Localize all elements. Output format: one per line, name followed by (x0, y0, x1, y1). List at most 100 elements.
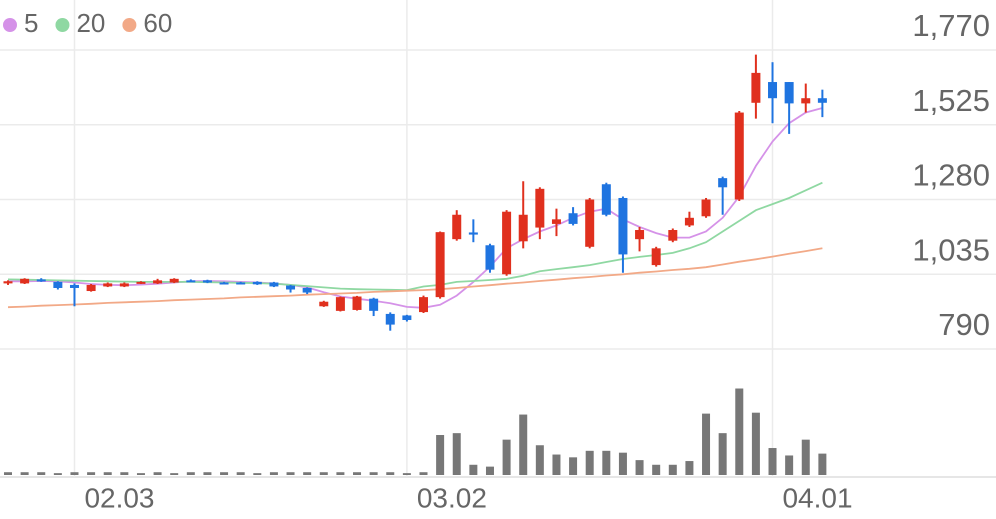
candle-body (219, 282, 229, 285)
legend-dot (3, 18, 17, 32)
candle-body (335, 297, 345, 311)
volume-bar (319, 472, 328, 475)
candle-body (202, 280, 212, 283)
volume-bar (702, 413, 711, 475)
candle-body (568, 213, 578, 224)
candle-body (651, 248, 661, 266)
candle-body (801, 98, 811, 104)
volume-bar (436, 435, 445, 475)
legend-label: 5 (24, 8, 38, 38)
volume-bar (485, 466, 494, 475)
candle-body (635, 230, 645, 240)
volume-bar (286, 472, 295, 475)
volume-bar (269, 472, 278, 475)
candle-body (668, 230, 678, 241)
volume-bar (751, 412, 760, 475)
candle-body (319, 301, 329, 307)
volume-bar (469, 464, 478, 475)
candle-body (718, 178, 728, 188)
candle-body (3, 281, 13, 284)
candle-body (419, 297, 428, 313)
candle-body (352, 296, 362, 310)
volume-bar (818, 453, 827, 475)
candle-body (618, 197, 628, 255)
volume-bar (120, 472, 129, 475)
y-tick-label: 1,770 (912, 8, 990, 43)
volume-bar (668, 464, 677, 475)
volume-bar (353, 472, 362, 475)
candle-body (502, 211, 512, 275)
volume-bar (103, 472, 112, 475)
volume-bar (203, 472, 212, 475)
candle-body (186, 280, 196, 283)
volume-bar (552, 454, 561, 475)
volume-bar (502, 439, 511, 475)
volume-bar (718, 433, 727, 475)
candle-body (551, 219, 561, 224)
y-tick-label: 1,280 (912, 158, 990, 193)
candle-body (136, 281, 146, 284)
volume-bar (369, 472, 378, 475)
volume-bar (70, 472, 79, 475)
volume-bar (37, 472, 46, 475)
candle-body (784, 82, 794, 104)
y-tick-label: 1,525 (912, 83, 990, 118)
volume-bar (419, 472, 428, 475)
volume-bar (336, 472, 345, 475)
candle-body (734, 112, 744, 200)
ma-line (7, 247, 823, 309)
legend-dot (122, 18, 137, 32)
volume-bar (768, 448, 777, 475)
candle-body (103, 283, 113, 287)
ma-line (8, 107, 823, 309)
volume-bar (801, 439, 810, 475)
candle-body (119, 283, 129, 287)
candle-body (452, 214, 462, 240)
y-tick-label: 790 (938, 307, 990, 342)
candle-body (86, 284, 96, 292)
x-tick-label: 04.01 (782, 482, 852, 513)
candle-body (485, 245, 495, 270)
candle-body (153, 280, 163, 284)
candle-body (53, 281, 63, 288)
candle-body (236, 282, 246, 285)
x-tick-label: 02.03 (84, 482, 154, 513)
volume-bar (153, 472, 162, 475)
volume-bar (253, 473, 262, 475)
candle-body (402, 315, 412, 321)
candle-body (169, 278, 179, 283)
legend-label: 60 (143, 8, 172, 38)
candle-body (20, 278, 30, 284)
candle-body (684, 217, 694, 226)
candle-body (302, 287, 312, 293)
volume-bar (4, 472, 12, 475)
candle-body (518, 214, 528, 242)
volume-bar (519, 414, 528, 475)
candle-body (269, 282, 279, 287)
volume-bar (785, 455, 794, 475)
volume-bar (20, 472, 29, 475)
volume-bar (735, 388, 744, 475)
candle-body (585, 199, 595, 247)
volume-bar (303, 472, 312, 475)
candle-body (601, 184, 611, 215)
volume-bar (635, 460, 644, 475)
legend-dot (55, 18, 70, 32)
volume-bar (602, 450, 611, 475)
volume-bar (585, 450, 594, 475)
volume-bar (569, 457, 578, 475)
candle-body (286, 285, 296, 290)
volume-bar (220, 472, 229, 475)
legend-label: 20 (76, 8, 105, 38)
volume-bar (87, 472, 96, 475)
candle-body (751, 72, 761, 103)
candle-body (768, 82, 778, 99)
x-tick-label: 03.02 (417, 482, 487, 513)
volume-bar (53, 473, 62, 475)
candle-body (385, 313, 395, 325)
y-tick-label: 1,035 (912, 232, 990, 267)
volume-bar (402, 473, 411, 475)
candle-body (69, 284, 79, 288)
volume-bar (685, 461, 694, 475)
